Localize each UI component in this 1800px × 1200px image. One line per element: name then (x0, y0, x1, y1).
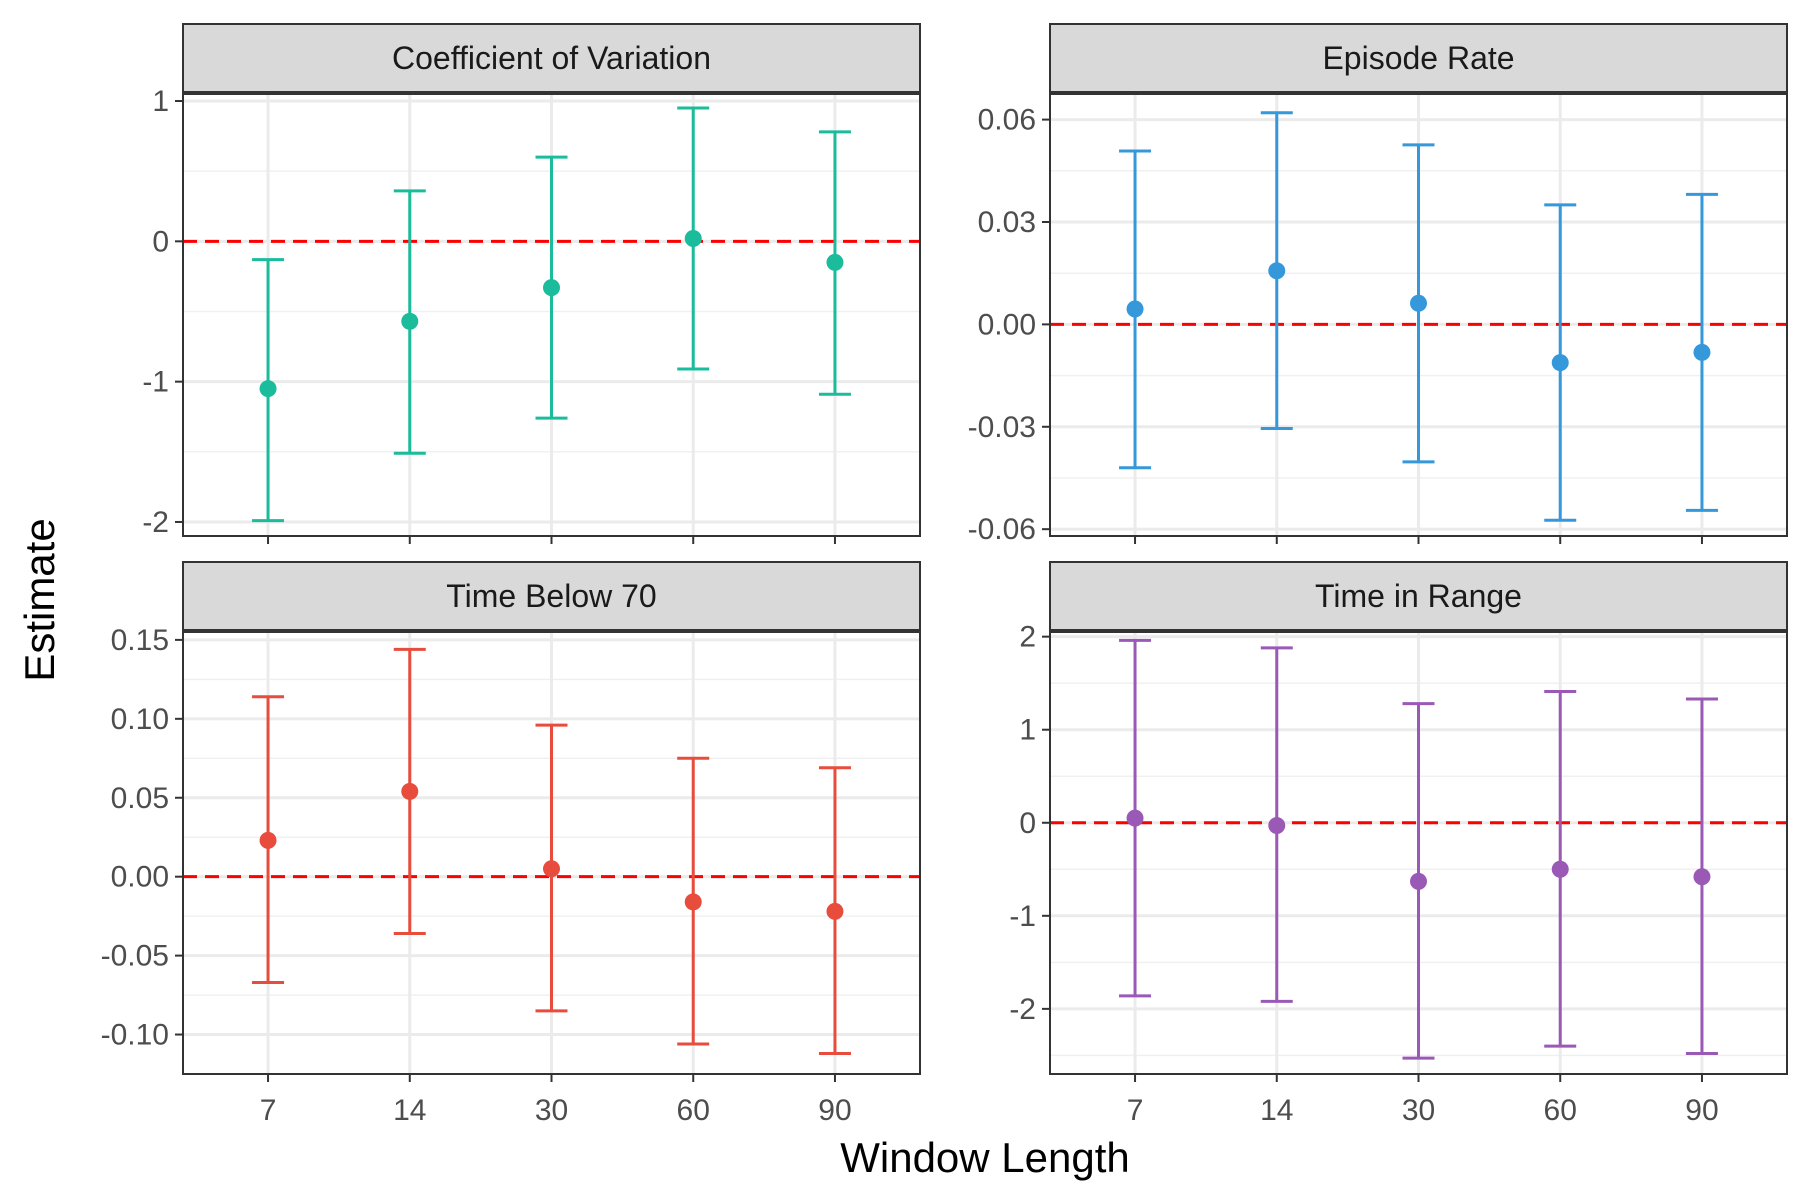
y-tick-label: 0.00 (978, 308, 1036, 341)
panel-strip (1049, 23, 1788, 93)
data-point (1551, 860, 1569, 878)
y-axis-title: Estimate (16, 518, 63, 681)
panel-title: Time in Range (1315, 578, 1522, 614)
data-point (1410, 294, 1427, 312)
y-tick-label: -0.05 (101, 940, 169, 973)
panel-strip (182, 561, 921, 631)
data-point (401, 312, 419, 330)
panel-strip (1049, 561, 1788, 631)
y-tick-label: 0.03 (978, 206, 1036, 239)
x-tick-label: 60 (677, 1094, 710, 1127)
panel-title: Episode Rate (1322, 40, 1514, 76)
data-point (1268, 817, 1286, 835)
data-point (543, 279, 560, 297)
data-point (684, 230, 702, 248)
panel-title: Time Below 70 (446, 578, 656, 614)
x-tick-label: 7 (260, 1094, 277, 1127)
y-tick-label: -1 (1009, 900, 1036, 933)
y-tick-label: -0.10 (101, 1019, 169, 1052)
data-point (1126, 809, 1144, 827)
y-tick-label: 0.00 (111, 861, 169, 894)
data-point (401, 782, 419, 800)
data-point (1551, 354, 1569, 372)
x-tick-label: 60 (1544, 1094, 1577, 1127)
data-point (826, 253, 844, 271)
y-tick-label: -0.06 (968, 513, 1036, 546)
x-axis-title: Window Length (840, 1134, 1130, 1181)
x-tick-label: 30 (1402, 1094, 1435, 1127)
panel-3: Time Below 70 -0.10 -0.05 0.00 0.05 0.10 0.15 7… (101, 561, 921, 1127)
data-point (259, 831, 277, 849)
y-tick-label: -0.03 (968, 411, 1036, 444)
panel-strip (182, 23, 921, 93)
data-point (1693, 868, 1711, 886)
data-point (1410, 872, 1427, 890)
panel-4: Time in Range -2 -1 0 1 2 7 14 30 60 90 (1009, 561, 1788, 1127)
x-tick-label: 30 (535, 1094, 568, 1127)
data-point (1268, 262, 1286, 280)
data-point (1693, 343, 1711, 361)
y-tick-label: 0.15 (111, 624, 169, 657)
y-tick-label: 0 (152, 225, 169, 258)
y-tick-label: -2 (142, 506, 169, 539)
y-tick-label: 2 (1019, 621, 1036, 654)
data-point (259, 380, 277, 398)
x-tick-label: 14 (1260, 1094, 1293, 1127)
y-tick-label: -1 (142, 366, 169, 399)
y-tick-label: 0 (1019, 807, 1036, 840)
y-tick-label: -2 (1009, 993, 1036, 1026)
x-tick-label: 14 (393, 1094, 426, 1127)
panel-2: Episode Rate -0.06 -0.03 0.00 0.03 0.06 (968, 23, 1788, 546)
y-tick-label: 1 (152, 85, 169, 118)
y-tick-label: 1 (1019, 714, 1036, 747)
panel-title: Coefficient of Variation (392, 40, 711, 76)
data-point (1126, 300, 1144, 318)
data-point (684, 893, 702, 911)
x-tick-label: 7 (1127, 1094, 1144, 1127)
data-point (826, 902, 844, 920)
y-tick-label: 0.06 (978, 104, 1036, 137)
y-tick-label: 0.05 (111, 782, 169, 815)
data-point (543, 860, 560, 878)
y-tick-label: 0.10 (111, 703, 169, 736)
x-tick-label: 90 (818, 1094, 851, 1127)
panel-1: Coefficient of Variation -2 -1 0 1 (142, 23, 921, 544)
x-tick-label: 90 (1685, 1094, 1718, 1127)
